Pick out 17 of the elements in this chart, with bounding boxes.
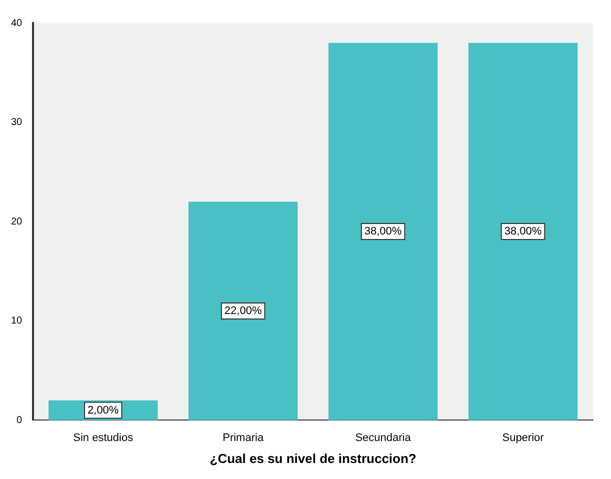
- y-tick-label: 30: [11, 117, 23, 128]
- x-tick-label: Primaria: [222, 432, 264, 444]
- data-label: 38,00%: [504, 226, 542, 238]
- x-axis-title: ¿Cual es su nivel de instruccion?: [210, 450, 416, 466]
- bar: [188, 202, 298, 420]
- y-tick-label: 40: [11, 18, 23, 29]
- data-label: 2,00%: [88, 404, 119, 416]
- data-label: 38,00%: [364, 226, 402, 238]
- y-tick-label: 0: [16, 414, 23, 426]
- y-tick-label: 20: [11, 216, 23, 228]
- x-tick-label: Secundaria: [355, 432, 412, 444]
- bar: [468, 42, 578, 420]
- x-tick-label: Sin estudios: [73, 432, 134, 444]
- bar: [328, 42, 438, 420]
- data-label: 22,00%: [224, 305, 262, 317]
- y-tick-label: 10: [11, 316, 23, 327]
- x-tick-label: Superior: [502, 432, 544, 444]
